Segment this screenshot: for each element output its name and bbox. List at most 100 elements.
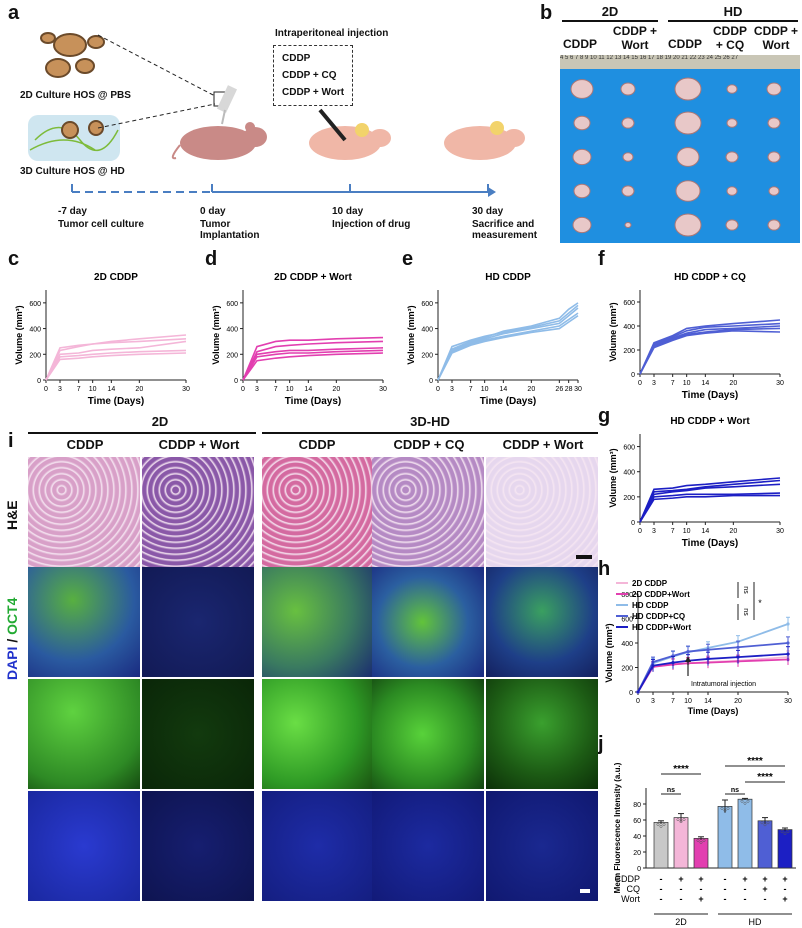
- x-tick-label: 20: [135, 386, 143, 393]
- series-line: [45, 352, 187, 381]
- x-tick-label: 20: [729, 528, 737, 535]
- scale-bar: [576, 555, 592, 559]
- tumor-sample: [674, 111, 702, 135]
- x-tick-label: 30: [379, 386, 387, 393]
- dapi-oct4-merge-image: [486, 567, 598, 677]
- x-tick-label: 30: [182, 386, 190, 393]
- histo-group-3d: 3D-HD: [410, 414, 450, 429]
- sign-mark: -: [724, 894, 727, 904]
- y-tick-label: 600: [29, 301, 41, 308]
- sig-label: *: [758, 598, 762, 608]
- histo-col-label: CDDP + CQ: [393, 437, 465, 452]
- data-point: [736, 655, 740, 659]
- tumor-sample: [767, 219, 781, 231]
- histo-group-2d: 2D: [151, 414, 169, 429]
- sign-mark: -: [660, 874, 663, 884]
- y-axis-label: Volume (mm³): [14, 305, 24, 364]
- chart-hd-cddp: HD CDDP 0 200 400 600 0 3 7 10 14 20 26 28 30 Time (Da…: [406, 272, 582, 407]
- sign-mark: -: [724, 874, 727, 884]
- data-point: [763, 823, 767, 827]
- y-tick-label: 600: [421, 301, 433, 308]
- series-line: [639, 319, 781, 375]
- sign-mark: -: [680, 894, 683, 904]
- series-line: [437, 302, 579, 381]
- data-point: [702, 838, 706, 842]
- y-tick-label: 200: [29, 352, 41, 359]
- y-tick-label: 400: [623, 324, 635, 331]
- data-point: [699, 840, 703, 844]
- tumor-sample: [676, 147, 700, 167]
- tumor-sample: [573, 183, 591, 199]
- y-tick-label: 400: [226, 327, 238, 334]
- x-axis-label: Time (Days): [682, 538, 739, 549]
- sign-mark: +: [698, 894, 703, 904]
- data-point: [723, 808, 727, 812]
- y-tick-label: 400: [621, 641, 633, 648]
- dapi-image: [262, 791, 374, 901]
- hydrogel-icon: [28, 115, 120, 161]
- x-tick-label: 10: [683, 380, 691, 387]
- panel-letter-j: j: [598, 733, 604, 755]
- x-tick-label: 3: [652, 380, 656, 387]
- y-axis-label: Volume (mm³): [608, 448, 618, 507]
- tumor-sample: [767, 117, 781, 129]
- y-axis-label: Mean Fluorescence Intensity (a.u.): [613, 762, 622, 893]
- row-label-he: H&E: [4, 500, 20, 530]
- tumor-sample: [726, 84, 738, 94]
- timeline-day: 30 day: [472, 206, 504, 217]
- data-point: [706, 648, 710, 652]
- oct4-image: [262, 679, 374, 789]
- data-point: [636, 690, 640, 694]
- x-tick-label: 30: [776, 528, 784, 535]
- y-tick-label: 200: [621, 666, 633, 673]
- series-line: [242, 347, 384, 381]
- y-tick-label: 800: [621, 592, 633, 599]
- tumor-sample: [620, 82, 636, 96]
- series-line: [639, 494, 780, 523]
- timeline-desc: Tumor cell culture: [58, 219, 144, 230]
- mouse-icon-sacrifice: [444, 121, 525, 160]
- x-tick-label: 3: [58, 386, 62, 393]
- timeline-desc: Injection of drug: [332, 219, 411, 230]
- tumor-sample: [624, 221, 632, 229]
- mouse-icon-implant: [171, 122, 267, 160]
- data-point: [659, 824, 663, 828]
- data-point: [783, 832, 787, 836]
- histo-col-label: CDDP: [66, 437, 104, 452]
- data-point: [760, 821, 764, 825]
- photo-col-label: CDDP + Wort: [612, 24, 658, 52]
- bar: [717, 806, 733, 869]
- drug-item: CDDP + Wort: [282, 87, 345, 98]
- injection-title: Intraperitoneal injection: [275, 28, 389, 39]
- dapi-image: [142, 791, 254, 901]
- chart-summary-volume: 0 200 400 600 800 0 3 7 10 14 20 30 Time (Days) Volum…: [604, 580, 792, 716]
- data-point: [671, 661, 675, 665]
- series-line: [639, 325, 781, 375]
- x-tick-label: 3: [450, 386, 454, 393]
- tumor-samples: [570, 77, 782, 237]
- culture-2d-label: 2D Culture HOS @ PBS: [20, 90, 131, 101]
- dapi-image: [28, 791, 140, 901]
- x-tick-label: 0: [638, 528, 642, 535]
- data-point: [786, 652, 790, 656]
- series-line: [242, 340, 384, 381]
- chart-title: 2D CDDP: [94, 272, 138, 283]
- sign-mark: -: [660, 884, 663, 894]
- oct4-image: [486, 679, 598, 789]
- series-line: [639, 492, 781, 523]
- data-point: [656, 822, 660, 826]
- annotation-label: Intratumoral injection: [691, 681, 756, 688]
- x-tick-label: 7: [671, 698, 675, 705]
- x-tick-label: 0: [44, 386, 48, 393]
- series-line: [242, 352, 384, 381]
- sign-mark: -: [744, 884, 747, 894]
- row-label: Wort: [621, 894, 640, 904]
- panel-letter-c: c: [8, 248, 20, 270]
- timeline-desc: Tumor Implantation: [200, 219, 260, 241]
- panel-letter-b: b: [540, 2, 553, 24]
- sign-mark: -: [744, 894, 747, 904]
- he-image: [28, 457, 140, 567]
- annotation-arrowhead: [685, 656, 691, 662]
- y-tick-label: 60: [633, 818, 641, 825]
- bar: [653, 822, 669, 869]
